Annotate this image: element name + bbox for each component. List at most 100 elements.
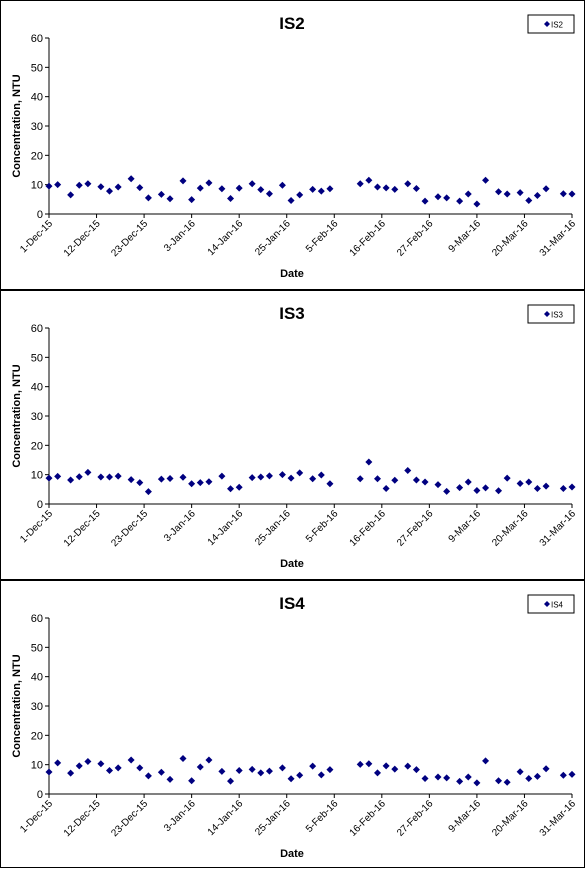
data-point — [136, 764, 144, 772]
y-tick-label: 10 — [31, 180, 43, 192]
legend-label: IS4 — [551, 601, 564, 610]
data-point — [456, 484, 464, 492]
data-point — [248, 765, 256, 773]
data-point — [67, 191, 75, 199]
y-tick-label: 30 — [31, 411, 43, 423]
x-tick-label: 31-Mar-16 — [538, 508, 579, 549]
data-point — [482, 176, 490, 184]
data-point — [136, 479, 144, 487]
data-point — [391, 476, 399, 484]
x-axis-title: Date — [280, 848, 304, 860]
data-point — [559, 484, 567, 492]
x-tick-label: 20-Mar-16 — [490, 508, 531, 549]
x-tick-label: 9-Mar-16 — [447, 798, 484, 835]
data-point — [412, 476, 420, 484]
data-point — [464, 773, 472, 781]
y-tick-label: 20 — [31, 150, 43, 162]
x-tick-label: 27-Feb-16 — [395, 218, 436, 259]
data-point — [296, 191, 304, 199]
data-point — [559, 771, 567, 779]
x-tick-label: 23-Dec-15 — [109, 218, 150, 259]
data-point — [516, 479, 524, 487]
data-point — [106, 473, 114, 481]
data-point — [75, 762, 83, 770]
data-point — [54, 759, 62, 767]
data-point — [309, 185, 317, 193]
data-point — [205, 478, 213, 486]
data-point — [503, 474, 511, 482]
data-point — [179, 473, 187, 481]
data-point — [421, 197, 429, 205]
data-point — [144, 488, 152, 496]
data-point — [45, 474, 53, 482]
data-point — [309, 475, 317, 483]
data-point — [235, 767, 243, 775]
legend: IS3 — [527, 304, 575, 324]
data-point — [456, 197, 464, 205]
data-point — [114, 472, 122, 480]
data-point — [533, 484, 541, 492]
x-tick-label: 14-Jan-16 — [206, 218, 246, 258]
data-point — [482, 757, 490, 765]
data-point — [75, 181, 83, 189]
data-point — [404, 762, 412, 770]
data-point — [278, 181, 286, 189]
legend-box — [527, 14, 575, 34]
x-tick-label: 5-Feb-16 — [304, 508, 341, 545]
data-point — [157, 475, 165, 483]
data-point — [235, 483, 243, 491]
data-point — [287, 775, 295, 783]
data-point — [166, 474, 174, 482]
data-point — [356, 180, 364, 188]
y-tick-label: 50 — [31, 62, 43, 74]
x-tick-label: 25-Jan-16 — [253, 508, 293, 548]
data-point — [265, 472, 273, 480]
data-point — [106, 767, 114, 775]
y-axis-title: Concentration, NTU — [11, 654, 23, 757]
x-tick-label: 16-Feb-16 — [348, 508, 389, 549]
data-point — [127, 175, 135, 183]
data-point — [196, 763, 204, 771]
x-tick-label: 3-Jan-16 — [162, 508, 198, 544]
x-axis-title: Date — [280, 268, 304, 280]
data-point — [365, 176, 373, 184]
x-tick-label: 1-Dec-15 — [18, 508, 55, 545]
data-point — [144, 772, 152, 780]
y-tick-label: 10 — [31, 470, 43, 482]
data-point — [205, 179, 213, 187]
x-axis-title: Date — [280, 558, 304, 570]
data-point — [356, 760, 364, 768]
x-tick-label: 25-Jan-16 — [253, 798, 293, 838]
x-tick-label: 12-Dec-15 — [62, 798, 103, 839]
data-point — [75, 473, 83, 481]
x-tick-label: 9-Mar-16 — [447, 508, 484, 545]
data-point — [373, 475, 381, 483]
data-point — [317, 187, 325, 195]
data-point — [473, 487, 481, 495]
x-tick-label: 16-Feb-16 — [348, 798, 389, 839]
x-tick-label: 27-Feb-16 — [395, 508, 436, 549]
y-tick-label: 50 — [31, 642, 43, 654]
chart-panel-is4: IS4 IS4 0 10 20 30 40 50 60 1-Dec-15 12-Dec-15 23-D… — [0, 580, 585, 868]
data-point — [356, 475, 364, 483]
data-point — [365, 458, 373, 466]
y-tick-label: 60 — [31, 323, 43, 335]
y-tick-label: 40 — [31, 92, 43, 104]
x-tick-label: 5-Feb-16 — [304, 798, 341, 835]
series-is4 — [45, 755, 576, 787]
x-tick-label: 5-Feb-16 — [304, 218, 341, 255]
data-point — [196, 184, 204, 192]
data-point — [248, 180, 256, 188]
data-point — [443, 774, 451, 782]
legend-label: IS2 — [551, 21, 564, 30]
data-point — [296, 771, 304, 779]
data-point — [188, 196, 196, 204]
data-point — [45, 768, 53, 776]
data-point — [144, 194, 152, 202]
data-point — [188, 777, 196, 785]
legend-marker-icon — [544, 601, 550, 607]
y-tick-label: 50 — [31, 352, 43, 364]
data-point — [391, 185, 399, 193]
data-point — [503, 778, 511, 786]
y-tick-label: 20 — [31, 730, 43, 742]
